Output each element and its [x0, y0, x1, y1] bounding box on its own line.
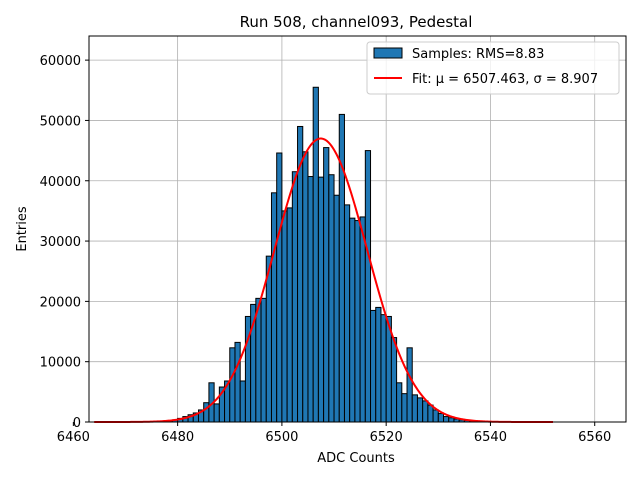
x-tick-label: 6460 [57, 430, 90, 445]
histogram-bar [349, 217, 356, 423]
legend-fit-label: Fit: μ = 6507.463, σ = 8.907 [412, 72, 598, 87]
x-tick-label: 6480 [161, 430, 194, 445]
x-tick-label: 6560 [578, 430, 611, 445]
x-tick-label: 6520 [370, 430, 403, 445]
y-tick-label: 10000 [40, 356, 81, 371]
histogram-bar [427, 404, 434, 423]
histogram-bar [281, 210, 288, 423]
y-tick-label: 30000 [40, 235, 81, 250]
histogram-bar [354, 220, 361, 423]
y-tick-label: 40000 [40, 175, 81, 190]
histogram-bar [307, 176, 314, 423]
y-axis-label: Entries [15, 206, 30, 252]
histogram-bar [312, 86, 319, 423]
y-tick-label: 20000 [40, 295, 81, 310]
x-axis-ticks: 6460 6480 6500 6520 6540 6560 [57, 422, 611, 445]
histogram-bar [406, 347, 413, 423]
legend-histogram-swatch [373, 47, 403, 59]
y-tick-label: 0 [73, 416, 81, 431]
histogram-bar [370, 309, 377, 423]
histogram-bar [328, 174, 335, 423]
histogram-bar [229, 347, 236, 423]
histogram-bar [276, 152, 283, 423]
x-tick-label: 6540 [474, 430, 507, 445]
histogram-bar [375, 306, 382, 423]
histogram-bar [359, 216, 366, 423]
legend-box [366, 41, 620, 95]
histogram-bar [265, 255, 272, 423]
fit-curve [94, 137, 554, 423]
histogram-bar [234, 341, 241, 423]
histogram-bar [213, 403, 220, 423]
histogram-bar [401, 393, 408, 423]
histogram-bar [323, 147, 330, 423]
y-axis-ticks: 0 10000 20000 30000 40000 50000 60000 [40, 54, 89, 431]
histogram-bar [239, 380, 246, 423]
histogram-bar [255, 297, 262, 423]
histogram-bar [333, 194, 340, 423]
histogram-bar [448, 417, 455, 423]
histogram-bar [317, 176, 325, 423]
histogram-bar [396, 382, 403, 423]
histogram-bar [343, 204, 351, 423]
histogram-bar [390, 337, 398, 423]
histogram-bar [364, 150, 372, 423]
histogram-bar [302, 151, 309, 423]
histogram-bar [270, 192, 278, 423]
y-tick-label: 50000 [40, 114, 81, 129]
x-tick-label: 6500 [265, 430, 298, 445]
histogram-bar [380, 314, 387, 423]
histogram-bar [203, 402, 210, 423]
y-tick-label: 60000 [40, 54, 81, 69]
x-axis-label: ADC Counts [317, 451, 395, 466]
histogram-bar [291, 171, 299, 423]
histogram-bar [411, 394, 418, 423]
legend: Samples: RMS=8.83 Fit: μ = 6507.463, σ =… [366, 41, 620, 95]
histogram-bar [443, 416, 450, 423]
legend-histogram-label: Samples: RMS=8.83 [412, 47, 544, 62]
histogram-bar [432, 409, 439, 423]
histogram-bar [416, 397, 424, 423]
histogram-bar [422, 400, 429, 423]
histogram-bars [166, 86, 481, 423]
histogram-bar [286, 207, 293, 423]
chart-title: Run 508, channel093, Pedestal [240, 13, 473, 31]
plot-frame [88, 35, 627, 423]
histogram-bar [260, 297, 267, 423]
histogram-bar [437, 413, 445, 423]
fit-curve-layer [94, 137, 554, 423]
